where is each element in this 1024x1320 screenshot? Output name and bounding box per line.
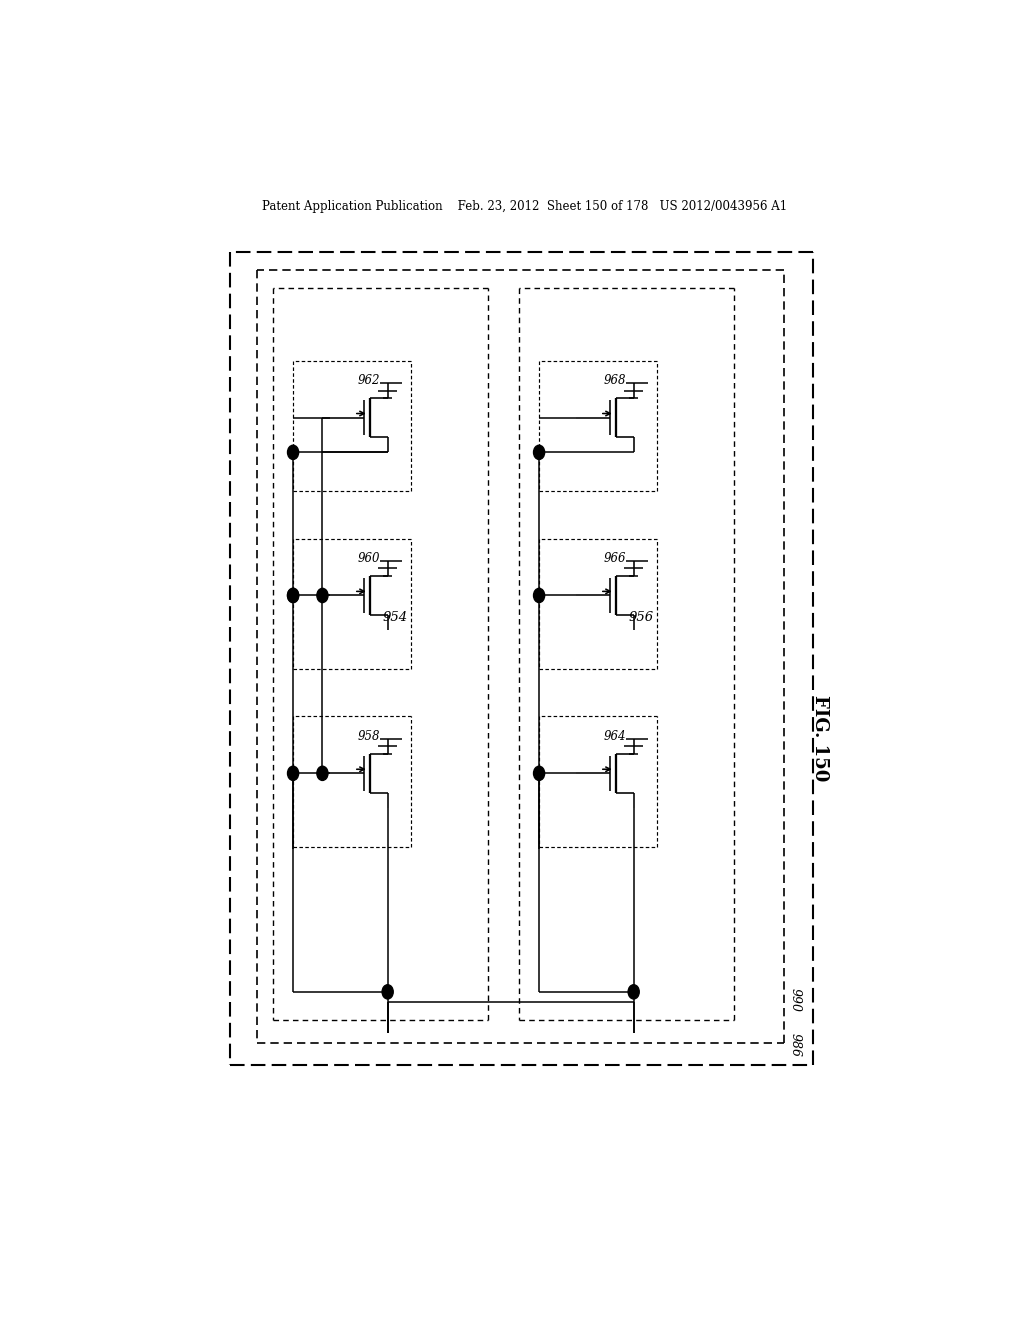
Text: 956: 956 xyxy=(629,611,654,624)
Circle shape xyxy=(316,589,328,602)
Text: 958: 958 xyxy=(357,730,380,743)
Text: 990: 990 xyxy=(788,987,801,1012)
Circle shape xyxy=(288,445,299,459)
Circle shape xyxy=(288,589,299,602)
Text: 968: 968 xyxy=(603,375,626,388)
Text: 986: 986 xyxy=(788,1032,801,1057)
Text: 954: 954 xyxy=(383,611,408,624)
Circle shape xyxy=(628,985,639,999)
Text: 960: 960 xyxy=(357,552,380,565)
Text: Patent Application Publication    Feb. 23, 2012  Sheet 150 of 178   US 2012/0043: Patent Application Publication Feb. 23, … xyxy=(262,199,787,213)
Circle shape xyxy=(534,445,545,459)
Circle shape xyxy=(288,589,299,602)
Text: 962: 962 xyxy=(357,375,380,388)
Text: 964: 964 xyxy=(603,730,626,743)
Circle shape xyxy=(316,766,328,780)
Circle shape xyxy=(382,985,393,999)
Text: 966: 966 xyxy=(603,552,626,565)
Text: FIG. 150: FIG. 150 xyxy=(811,694,829,781)
Circle shape xyxy=(534,589,545,602)
Circle shape xyxy=(534,766,545,780)
Circle shape xyxy=(288,766,299,780)
